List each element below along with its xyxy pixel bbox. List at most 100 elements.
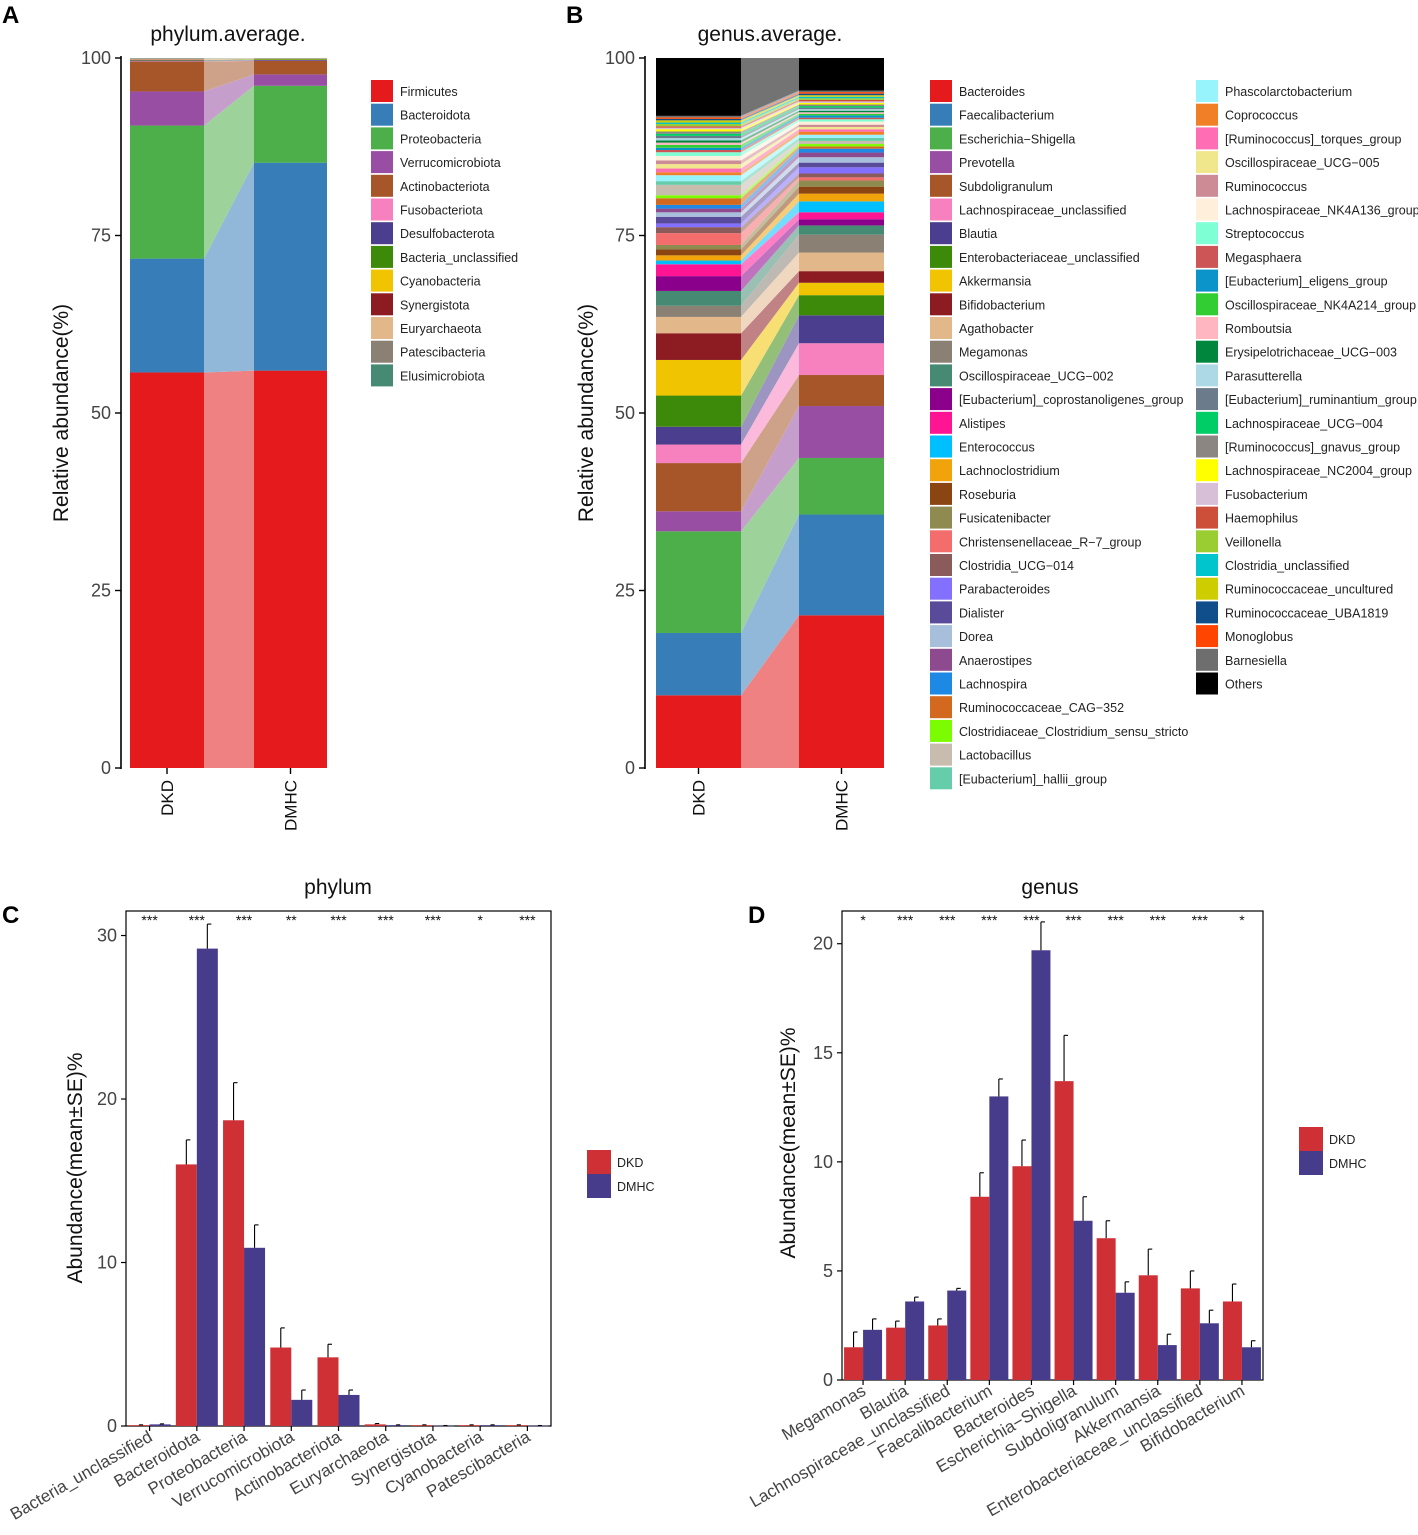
panel-letter-b: B [566,2,583,29]
legend-label-eubacterium-ruminantium-group: [Eubacterium]_ruminantium_group [1225,393,1417,407]
legend-swatch-desulfobacterota [371,222,393,245]
panel-d-legend: DKD DMHC [1299,1127,1367,1175]
bar-segment-verrucomicrobiota-dmhc [254,74,327,86]
bar-segment-lactobacillus-dmhc [799,140,884,145]
bar-dkd-bifidobacterium [1222,1301,1242,1380]
bar-segment-lachnospira-dkd [656,204,741,209]
bar-segment-ruminococcus-dmhc [799,124,884,127]
ribbon-dorea [741,157,799,217]
legend-swatch-agathobacter [930,317,952,339]
legend-label-ruminococcus-torques-group: [Ruminococcus]_torques_group [1225,132,1402,146]
bar-segment-dialister-dkd [656,216,741,224]
bar-segment-proteobacteria-dkd [130,125,204,259]
ribbon-christensenellaceae-r-7-group [741,177,799,245]
bar-segment-enterococcus-dkd [656,260,741,265]
bar-segment-ruminococcus-dkd [656,160,741,165]
ribbon-anaerostipes [741,152,799,213]
legend-swatch-anaerostipes [930,648,952,671]
bar-dmhc-euryarchaeota [385,1425,407,1426]
bar-segment-phascolarctobacterium-dkd [656,175,741,182]
bar-segment-haemophilus-dmhc [799,99,884,102]
legend-label-streptococcus: Streptococcus [1225,227,1304,241]
legend-label-eubacterium-coprostanoligenes-group: [Eubacterium]_coprostanoligenes_group [959,393,1183,407]
bar-segment-blautia-dmhc [799,315,884,344]
ribbon-clostridia-unclassified [741,96,799,125]
ribbon-oscillospiraceae-nk4a214-group [741,113,799,148]
bar-segment-megasphaera-dmhc [799,117,884,120]
legend-label-dmhc: DMHC [617,1180,655,1194]
legend-label-euryarchaeota: Euryarchaeota [400,322,481,336]
ribbon-fusobacterium [741,101,799,130]
panel-d-y-axis-title: Abundance(mean±SE)% [777,1028,800,1259]
ribbon-parasutterella [741,109,799,141]
bar-segment-lachnospiraceae-ucg-004-dmhc [799,106,884,108]
ribbon-verrucomicrobiota [204,74,254,126]
significance-bacteria-unclassified: *** [141,912,158,928]
bar-segment-eubacterium-ruminantium-group-dmhc [799,107,884,110]
legend-label-lachnospiraceae-nc2004-group: Lachnospiraceae_NC2004_group [1225,464,1412,478]
ribbon-barnesiella [741,90,799,118]
bar-segment-alistipes-dkd [656,264,741,277]
ribbon-lachnoclostridium [741,193,799,261]
bar-dmhc-bacteroidota [196,948,218,1426]
bar-dmhc-escherichia-shigella [1073,1220,1093,1380]
legend-swatch-oscillospiraceae-nk4a214-group [1196,293,1218,316]
bar-segment-lachnospiraceae-nc2004-group-dkd [656,129,741,132]
ribbon-romboutsia [741,112,799,145]
bar-segment-bifidobacterium-dmhc [799,271,884,283]
legend-swatch-cyanobacteria [371,269,393,292]
ribbon-prevotella [741,406,799,532]
bar-segment-megamonas-dmhc [799,234,884,253]
bar-dmhc-lachnospiraceae-unclassified [947,1290,967,1380]
ribbon-firmicutes [204,370,254,768]
legend-swatch-fusobacteriota [371,198,393,221]
legend-swatch-proteobacteria [371,127,393,150]
legend-label-roseburia: Roseburia [959,488,1016,502]
y-tick-label: 30 [97,926,117,946]
y-tick-label: 15 [813,1043,833,1063]
bar-dmhc-proteobacteria [244,1247,266,1426]
legend-swatch-monoglobus [1196,625,1218,648]
bar-segment-akkermansia-dmhc [799,282,884,296]
legend-label-megamonas: Megamonas [959,346,1028,360]
bar-segment-roseburia-dkd [656,249,741,256]
legend-swatch-ruminococcaceae-cag-352 [930,696,952,719]
y-tick-label: 20 [813,934,833,954]
bar-segment-ruminococcaceae-cag-352-dkd [656,198,741,205]
significance-verrucomicrobiota: ** [286,912,297,928]
bar-segment-ruminococcus-torques-group-dkd [656,168,741,173]
bar-dkd-enterobacteriaceae-unclassified [1180,1288,1200,1380]
legend-label-lachnoclostridium: Lachnoclostridium [959,464,1060,478]
bar-dkd-bacteria-unclassified [128,1425,150,1426]
significance-escherichia-shigella: *** [1065,912,1082,928]
legend-label-ruminococcus-gnavus-group: [Ruminococcus]_gnavus_group [1225,441,1400,455]
significance-actinobacteriota: *** [330,912,347,928]
legend-swatch-erysipelotrichaceae-ucg-003 [1196,340,1218,363]
legend-swatch-haemophilus [1196,506,1218,529]
ribbon-eubacterium-eligens-group [741,115,799,150]
legend-swatch-ruminococcaceae-uba1819 [1196,601,1218,624]
bar-dkd-megamonas [844,1347,864,1380]
legend-swatch-lachnospiraceae-nc2004-group [1196,459,1218,482]
bar-segment-roseburia-dmhc [799,186,884,194]
legend-label-enterococcus: Enterococcus [959,441,1035,455]
legend-swatch-bacteroidota [371,103,393,126]
significance-proteobacteria: *** [236,912,253,928]
bar-segment-lactobacillus-dkd [656,184,741,196]
legend-label-parabacteroides: Parabacteroides [959,583,1050,597]
legend-label-eubacterium-eligens-group: [Eubacterium]_eligens_group [1225,275,1388,289]
bar-segment-enterococcus-dmhc [799,201,884,213]
bar-dkd-bacteroidota [175,1164,197,1426]
panel-b-marks [656,58,884,768]
legend-label-clostridiaceae-clostridium-sensu-stricto: Clostridiaceae_Clostridium_sensu_stricto [959,725,1188,739]
x-tick-label-dmhc: DMHC [833,780,852,831]
bar-segment-eubacterium-coprostanoligenes-group-dkd [656,276,741,291]
bar-segment-lachnospiraceae-ucg-004-dkd [656,133,741,136]
x-tick-label-dmhc: DMHC [282,780,301,831]
bar-segment-oscillospiraceae-ucg-002-dmhc [799,225,884,235]
panel-c-y-axis-title: Abundance(mean±SE)% [64,1053,87,1284]
legend-swatch-phascolarctobacterium [1196,80,1218,102]
bar-segment-agathobacter-dmhc [799,252,884,272]
legend-swatch-ruminococcus-gnavus-group [1196,435,1218,458]
ribbon-enterobacteriaceae-unclassified [741,295,799,427]
